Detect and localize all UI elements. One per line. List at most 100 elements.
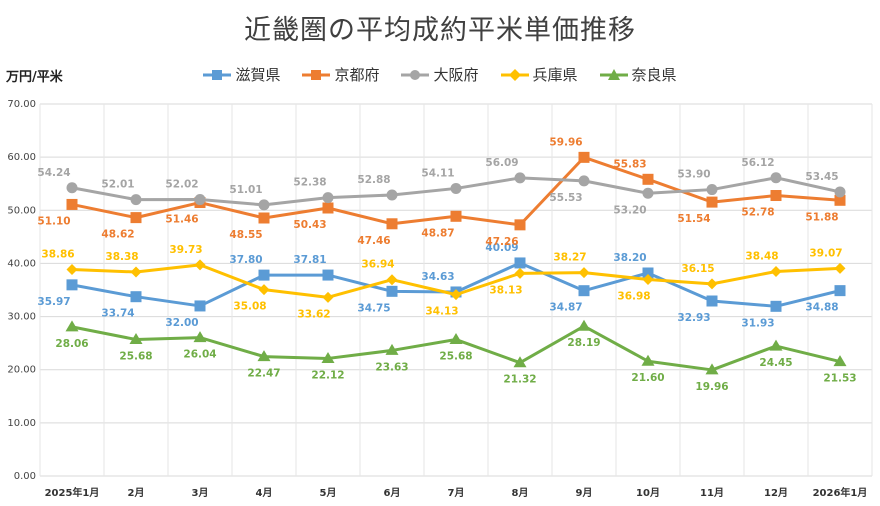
- data-label: 52.02: [165, 179, 198, 191]
- data-label: 32.00: [165, 317, 198, 329]
- data-label: 51.46: [165, 214, 198, 226]
- data-label: 38.13: [489, 284, 522, 296]
- data-point-marker: [770, 172, 782, 184]
- data-point-marker: [706, 184, 718, 196]
- x-tick-label: 4月: [256, 487, 273, 499]
- data-point-marker: [577, 319, 591, 331]
- data-label: 35.08: [233, 301, 266, 313]
- legend-item-shiga: 滋賀県: [203, 64, 280, 85]
- data-point-marker: [514, 257, 526, 269]
- data-point-marker: [450, 182, 462, 194]
- data-point-marker: [386, 274, 398, 286]
- data-point-marker: [449, 333, 463, 345]
- data-point-marker: [450, 210, 462, 222]
- y-tick-label: 70.00: [7, 99, 36, 110]
- legend-marker-icon: [401, 69, 430, 80]
- data-label: 52.88: [357, 174, 390, 186]
- data-point-marker: [66, 198, 78, 210]
- data-point-marker: [513, 356, 527, 368]
- data-label: 25.68: [119, 351, 152, 363]
- data-point-marker: [578, 267, 590, 279]
- data-point-marker: [770, 190, 782, 202]
- data-point-marker: [770, 266, 782, 278]
- chart-title: 近畿圏の平均成約平米単価推移: [244, 15, 636, 46]
- data-label: 52.38: [293, 177, 326, 189]
- data-label: 34.63: [421, 271, 454, 283]
- data-point-marker: [386, 189, 398, 201]
- x-tick-label: 10月: [636, 487, 660, 499]
- legend-marker-icon: [302, 69, 331, 80]
- data-label: 36.94: [361, 259, 394, 271]
- data-point-marker: [322, 192, 334, 204]
- data-label: 38.38: [105, 251, 138, 263]
- data-point-marker: [65, 320, 79, 332]
- x-tick-label: 7月: [448, 487, 465, 499]
- data-label: 33.62: [297, 308, 330, 320]
- x-tick-label: 2月: [128, 487, 145, 499]
- data-point-marker: [514, 219, 526, 231]
- data-point-marker: [834, 186, 846, 198]
- y-tick-label: 10.00: [7, 418, 36, 429]
- data-label: 32.93: [677, 312, 710, 324]
- data-point-marker: [66, 279, 78, 291]
- data-point-marker: [322, 202, 334, 214]
- data-label: 35.97: [37, 296, 70, 308]
- data-label: 26.04: [183, 349, 216, 361]
- data-point-marker: [578, 285, 590, 297]
- data-label: 34.88: [805, 302, 838, 314]
- data-point-marker: [769, 339, 783, 351]
- data-label: 48.62: [101, 229, 134, 241]
- y-tick-label: 20.00: [7, 365, 36, 376]
- legend-label-osaka: 大阪府: [433, 66, 479, 84]
- legend-swatch-shiga: [203, 68, 232, 82]
- data-label: 37.81: [293, 254, 326, 266]
- data-label: 23.63: [375, 361, 408, 373]
- data-label: 52.78: [741, 207, 774, 219]
- data-point-marker: [130, 194, 142, 206]
- data-label: 21.60: [631, 372, 664, 384]
- data-label: 33.74: [101, 308, 134, 320]
- data-label: 48.87: [421, 227, 454, 239]
- data-point-marker: [258, 269, 270, 281]
- data-label: 51.88: [805, 211, 838, 223]
- data-point-marker: [258, 212, 270, 224]
- x-tick-label: 8月: [512, 487, 529, 499]
- data-label: 22.47: [247, 368, 280, 380]
- data-label: 39.73: [169, 244, 202, 256]
- data-label: 47.26: [485, 236, 518, 248]
- y-tick-label: 30.00: [7, 312, 36, 323]
- data-label: 52.01: [101, 179, 134, 191]
- data-point-marker: [322, 291, 334, 303]
- data-point-marker: [642, 273, 654, 285]
- data-point-marker: [194, 259, 206, 271]
- data-label: 39.07: [809, 247, 842, 259]
- data-point-marker: [258, 284, 270, 296]
- data-point-marker: [194, 300, 206, 312]
- x-tick-label: 9月: [576, 487, 593, 499]
- data-label: 54.24: [37, 167, 70, 179]
- data-point-marker: [193, 331, 207, 343]
- data-label: 25.68: [439, 351, 472, 363]
- y-axis-unit-label: 万円/平米: [6, 70, 63, 85]
- data-label: 38.27: [553, 252, 586, 264]
- legend-swatch-nara: [599, 68, 628, 82]
- data-point-marker: [194, 194, 206, 206]
- data-point-marker: [578, 151, 590, 163]
- y-tick-label: 0.00: [14, 471, 36, 482]
- data-label: 38.86: [41, 248, 74, 260]
- data-point-marker: [66, 263, 78, 275]
- data-label: 48.55: [229, 229, 262, 241]
- legend-swatch-osaka: [401, 68, 430, 82]
- data-label: 55.53: [549, 192, 582, 204]
- data-point-marker: [642, 173, 654, 185]
- data-point-marker: [129, 333, 143, 345]
- legend-swatch-kyoto: [302, 68, 331, 82]
- data-label: 37.80: [229, 254, 262, 266]
- data-label: 40.09: [485, 242, 518, 254]
- legend-item-osaka: 大阪府: [401, 64, 479, 85]
- data-label: 24.45: [759, 357, 792, 369]
- data-point-marker: [258, 199, 270, 211]
- legend-swatch-hyogo: [500, 68, 529, 82]
- x-tick-label: 3月: [192, 487, 209, 499]
- data-point-marker: [706, 278, 718, 290]
